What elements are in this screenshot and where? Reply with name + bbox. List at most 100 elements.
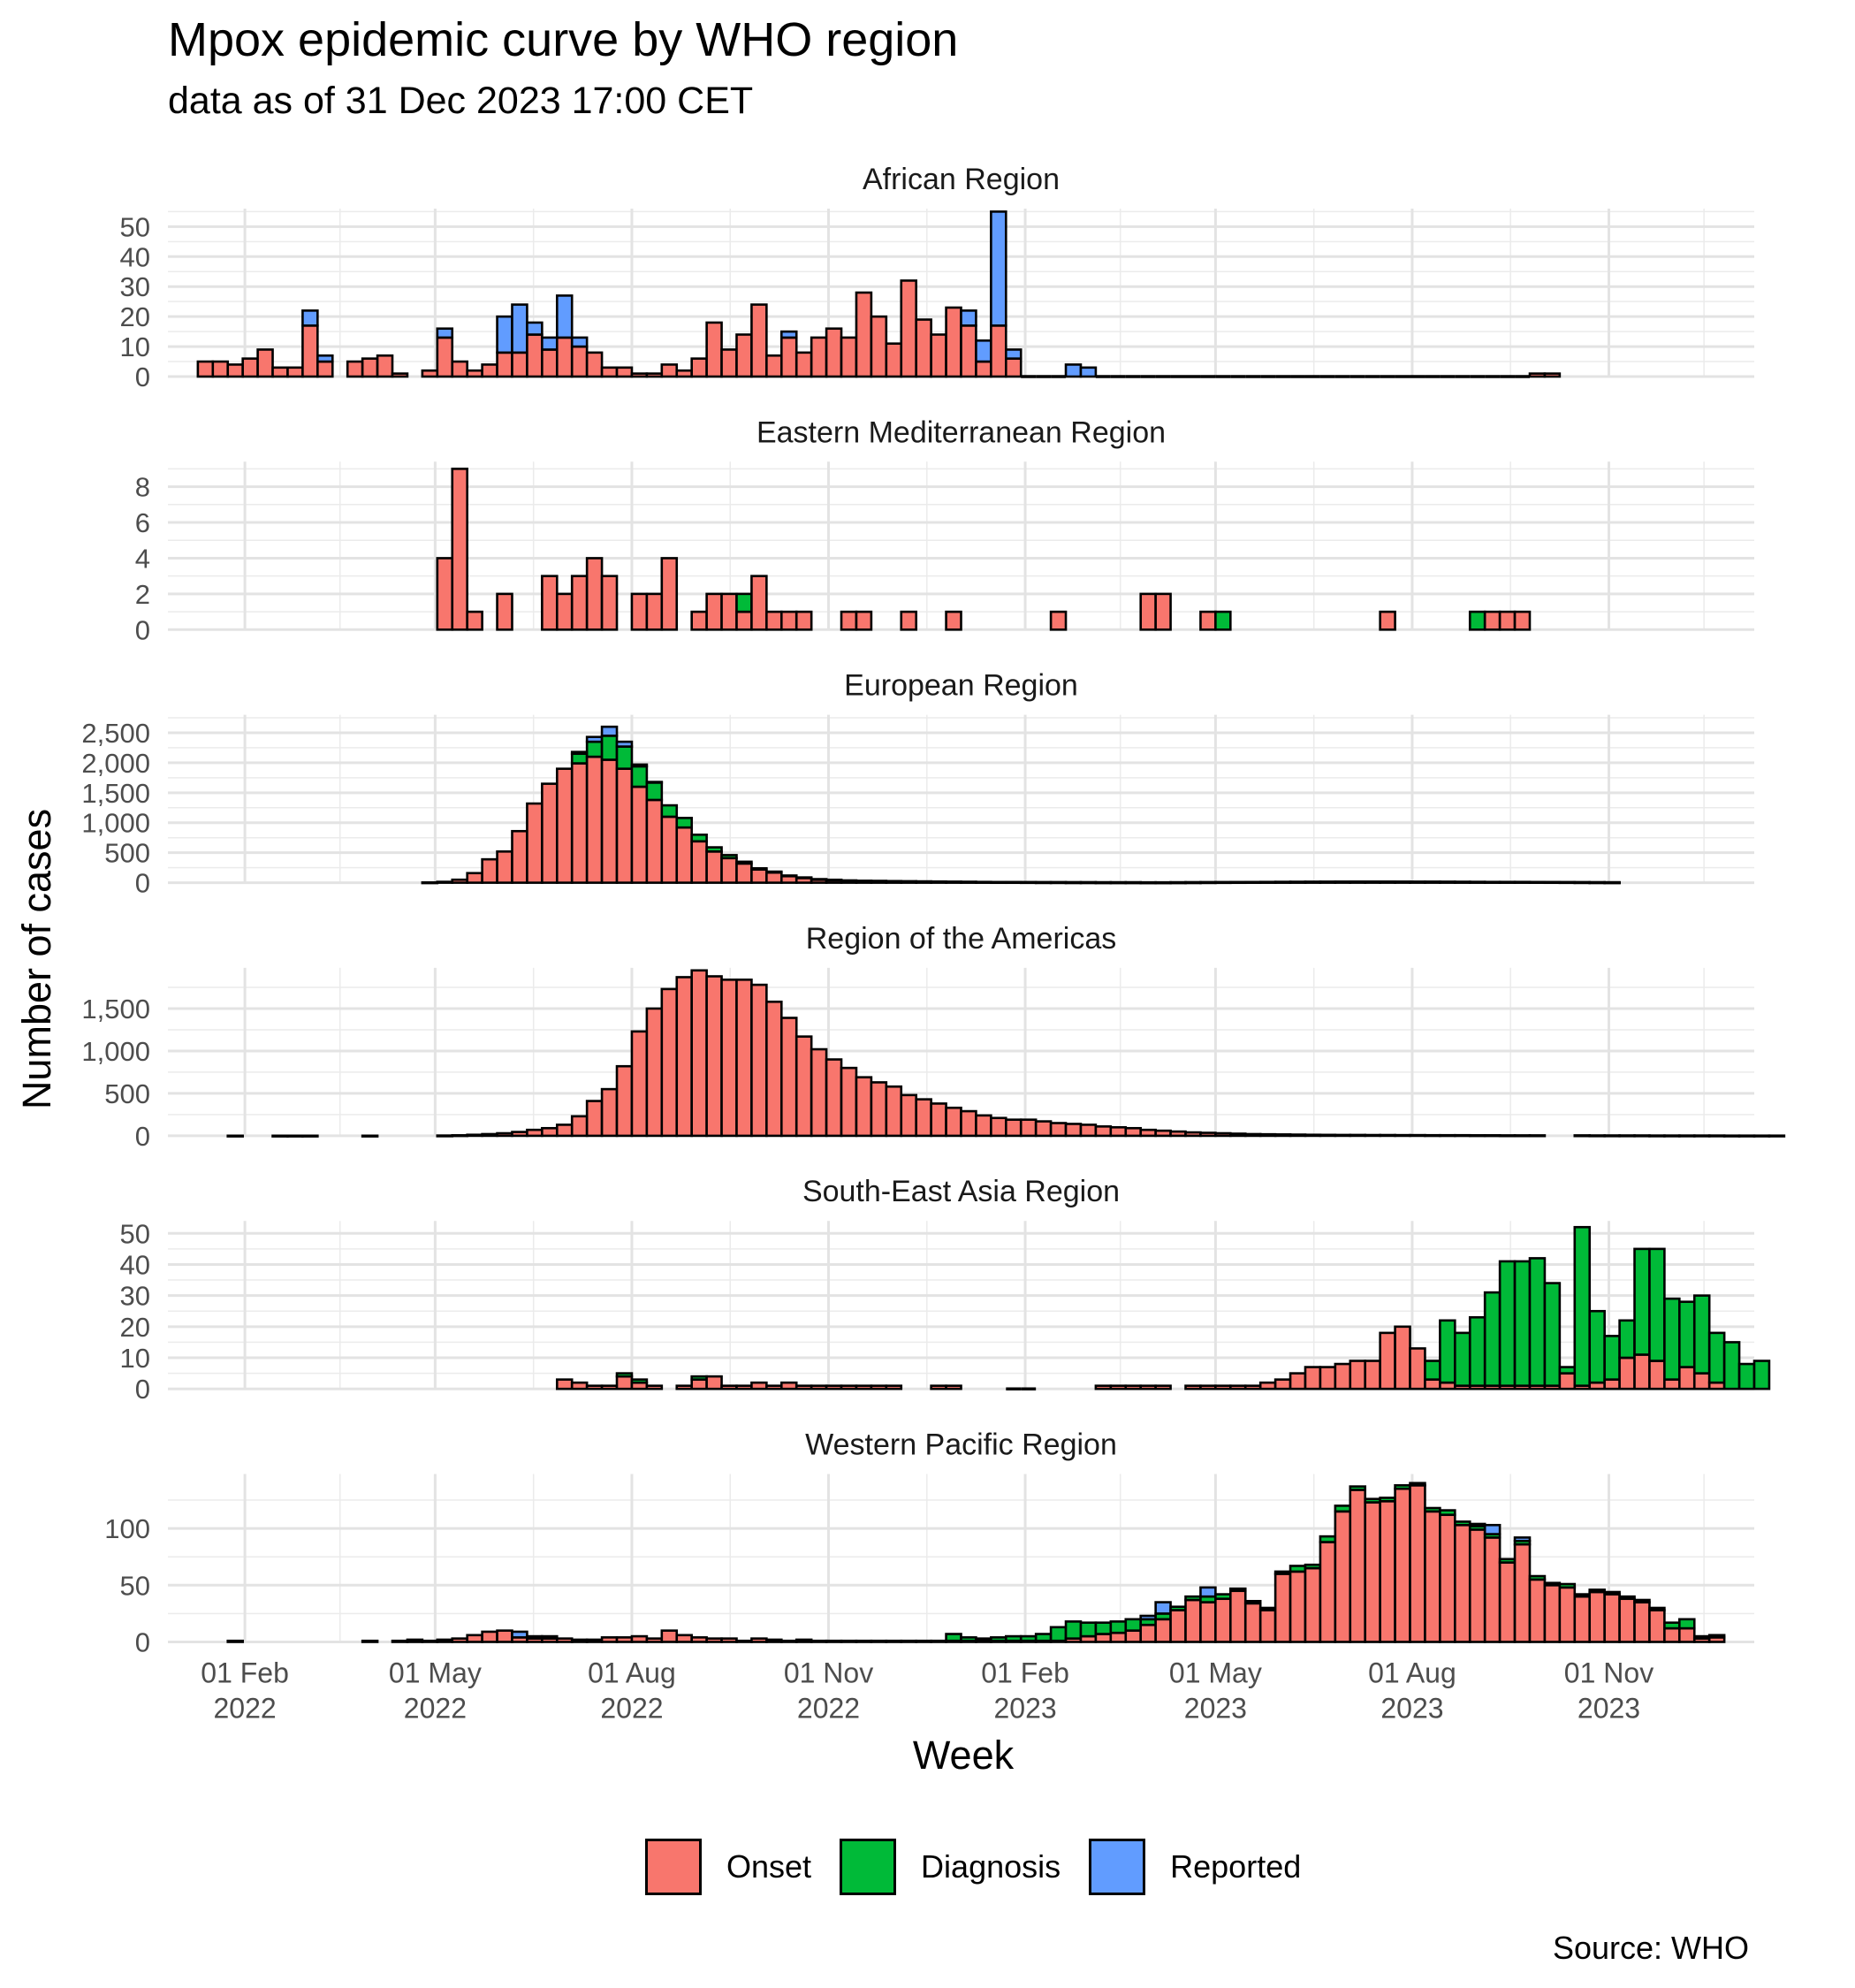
panel-title: Region of the Americas — [806, 922, 1117, 956]
bar-onset — [541, 1126, 559, 1138]
y-tick-label: 50 — [120, 211, 150, 242]
bar-onset — [496, 351, 513, 378]
bar-onset — [600, 1384, 619, 1390]
bar-onset — [1319, 1541, 1337, 1643]
bar-onset — [541, 348, 559, 378]
bar-diagnosis — [735, 860, 753, 865]
bar-onset — [915, 1098, 932, 1138]
bar-reported — [990, 210, 1007, 327]
bar-diagnosis — [1258, 1606, 1277, 1611]
y-tick-label: 100 — [104, 1513, 150, 1544]
bar-onset — [1109, 1384, 1128, 1390]
bar-onset — [1199, 1601, 1217, 1643]
bar-onset — [1528, 372, 1547, 378]
bar-onset — [1184, 1598, 1202, 1643]
bar-onset — [810, 1047, 828, 1138]
bar-reported — [555, 294, 574, 339]
bar-diagnosis — [1603, 880, 1621, 885]
bar-onset — [406, 1638, 424, 1643]
bar-diagnosis — [1424, 1506, 1441, 1513]
bar-onset — [870, 1384, 888, 1390]
bar-onset — [840, 610, 858, 631]
bar-diagnosis — [1588, 880, 1606, 885]
bar-onset — [825, 1384, 843, 1390]
bar-onset — [1139, 1623, 1157, 1643]
y-tick-label: 0 — [135, 1627, 150, 1658]
bar-onset — [1273, 1378, 1292, 1390]
bar-diagnosis — [630, 1378, 649, 1384]
y-tick-label: 2,500 — [81, 718, 150, 749]
bar-onset — [915, 318, 932, 378]
bar-onset — [720, 979, 738, 1138]
bar-diagnosis — [945, 880, 962, 884]
bar-onset — [1394, 1487, 1411, 1643]
bar-onset — [570, 575, 589, 631]
bar-diagnosis — [615, 1372, 634, 1378]
bar-diagnosis — [1394, 880, 1411, 884]
bar-diagnosis — [675, 817, 693, 829]
bar-onset — [1349, 1360, 1367, 1390]
bar-onset — [1737, 1134, 1756, 1138]
bar-onset — [1603, 1593, 1621, 1643]
bar-onset — [630, 592, 649, 631]
bar-diagnosis — [1109, 880, 1128, 885]
bar-onset — [825, 1058, 843, 1138]
panel-title: Western Pacific Region — [805, 1428, 1117, 1462]
bar-onset — [794, 351, 813, 378]
bar-onset — [1258, 1381, 1277, 1390]
bar-onset — [436, 1134, 454, 1138]
x-tick-label: 2022 — [600, 1693, 663, 1725]
y-tick-label: 40 — [120, 1249, 150, 1280]
bar-onset — [765, 354, 783, 378]
bar-onset — [1558, 1372, 1577, 1390]
bar-diagnosis — [1214, 1593, 1232, 1601]
y-tick-label: 0 — [135, 1374, 150, 1405]
bar-diagnosis — [1678, 1300, 1696, 1368]
bar-onset — [451, 878, 468, 884]
bar-onset — [735, 1384, 753, 1390]
bar-diagnosis — [1424, 880, 1441, 884]
bar-diagnosis — [1289, 1565, 1307, 1573]
bar-onset — [840, 1066, 858, 1138]
bar-onset — [779, 1017, 798, 1138]
bar-onset — [1364, 1501, 1381, 1643]
bar-onset — [451, 1637, 468, 1643]
bar-diagnosis — [1618, 1319, 1636, 1360]
bar-onset — [481, 857, 498, 884]
bar-onset — [705, 1375, 723, 1390]
y-tick-label: 0 — [135, 362, 150, 392]
bar-onset — [1364, 1360, 1381, 1390]
bar-diagnosis — [1648, 1606, 1666, 1611]
bar-onset — [720, 1637, 738, 1643]
bar-onset — [1304, 1133, 1322, 1138]
source-caption: Source: WHO — [1552, 1930, 1749, 1966]
bar-onset — [720, 592, 738, 631]
bar-onset — [1079, 1123, 1098, 1138]
bar-reported — [316, 354, 334, 363]
bar-onset — [794, 1638, 813, 1643]
y-tick-label: 40 — [120, 241, 150, 272]
bar-diagnosis — [1184, 1595, 1202, 1602]
bar-onset — [1692, 1372, 1711, 1390]
bar-onset — [1409, 1484, 1426, 1643]
bar-onset — [196, 360, 215, 378]
y-tick-label: 2 — [135, 579, 150, 610]
bar-onset — [794, 1384, 813, 1390]
bar-diagnosis — [1289, 880, 1307, 884]
bar-onset — [840, 1384, 858, 1390]
bar-diagnosis — [1454, 1520, 1471, 1527]
y-tick-label: 1,500 — [81, 994, 150, 1024]
bar-onset — [750, 1381, 768, 1390]
bar-diagnosis — [1109, 1620, 1128, 1634]
bar-onset — [1334, 1362, 1352, 1390]
bar-onset — [1258, 1132, 1277, 1138]
y-tick-label: 30 — [120, 271, 150, 302]
bar-reported — [1064, 363, 1083, 378]
bar-diagnosis — [1468, 610, 1486, 631]
bar-onset — [585, 351, 604, 378]
bar-reported — [526, 1634, 544, 1640]
bar-onset — [600, 1636, 619, 1643]
bar-reported — [511, 1630, 528, 1639]
